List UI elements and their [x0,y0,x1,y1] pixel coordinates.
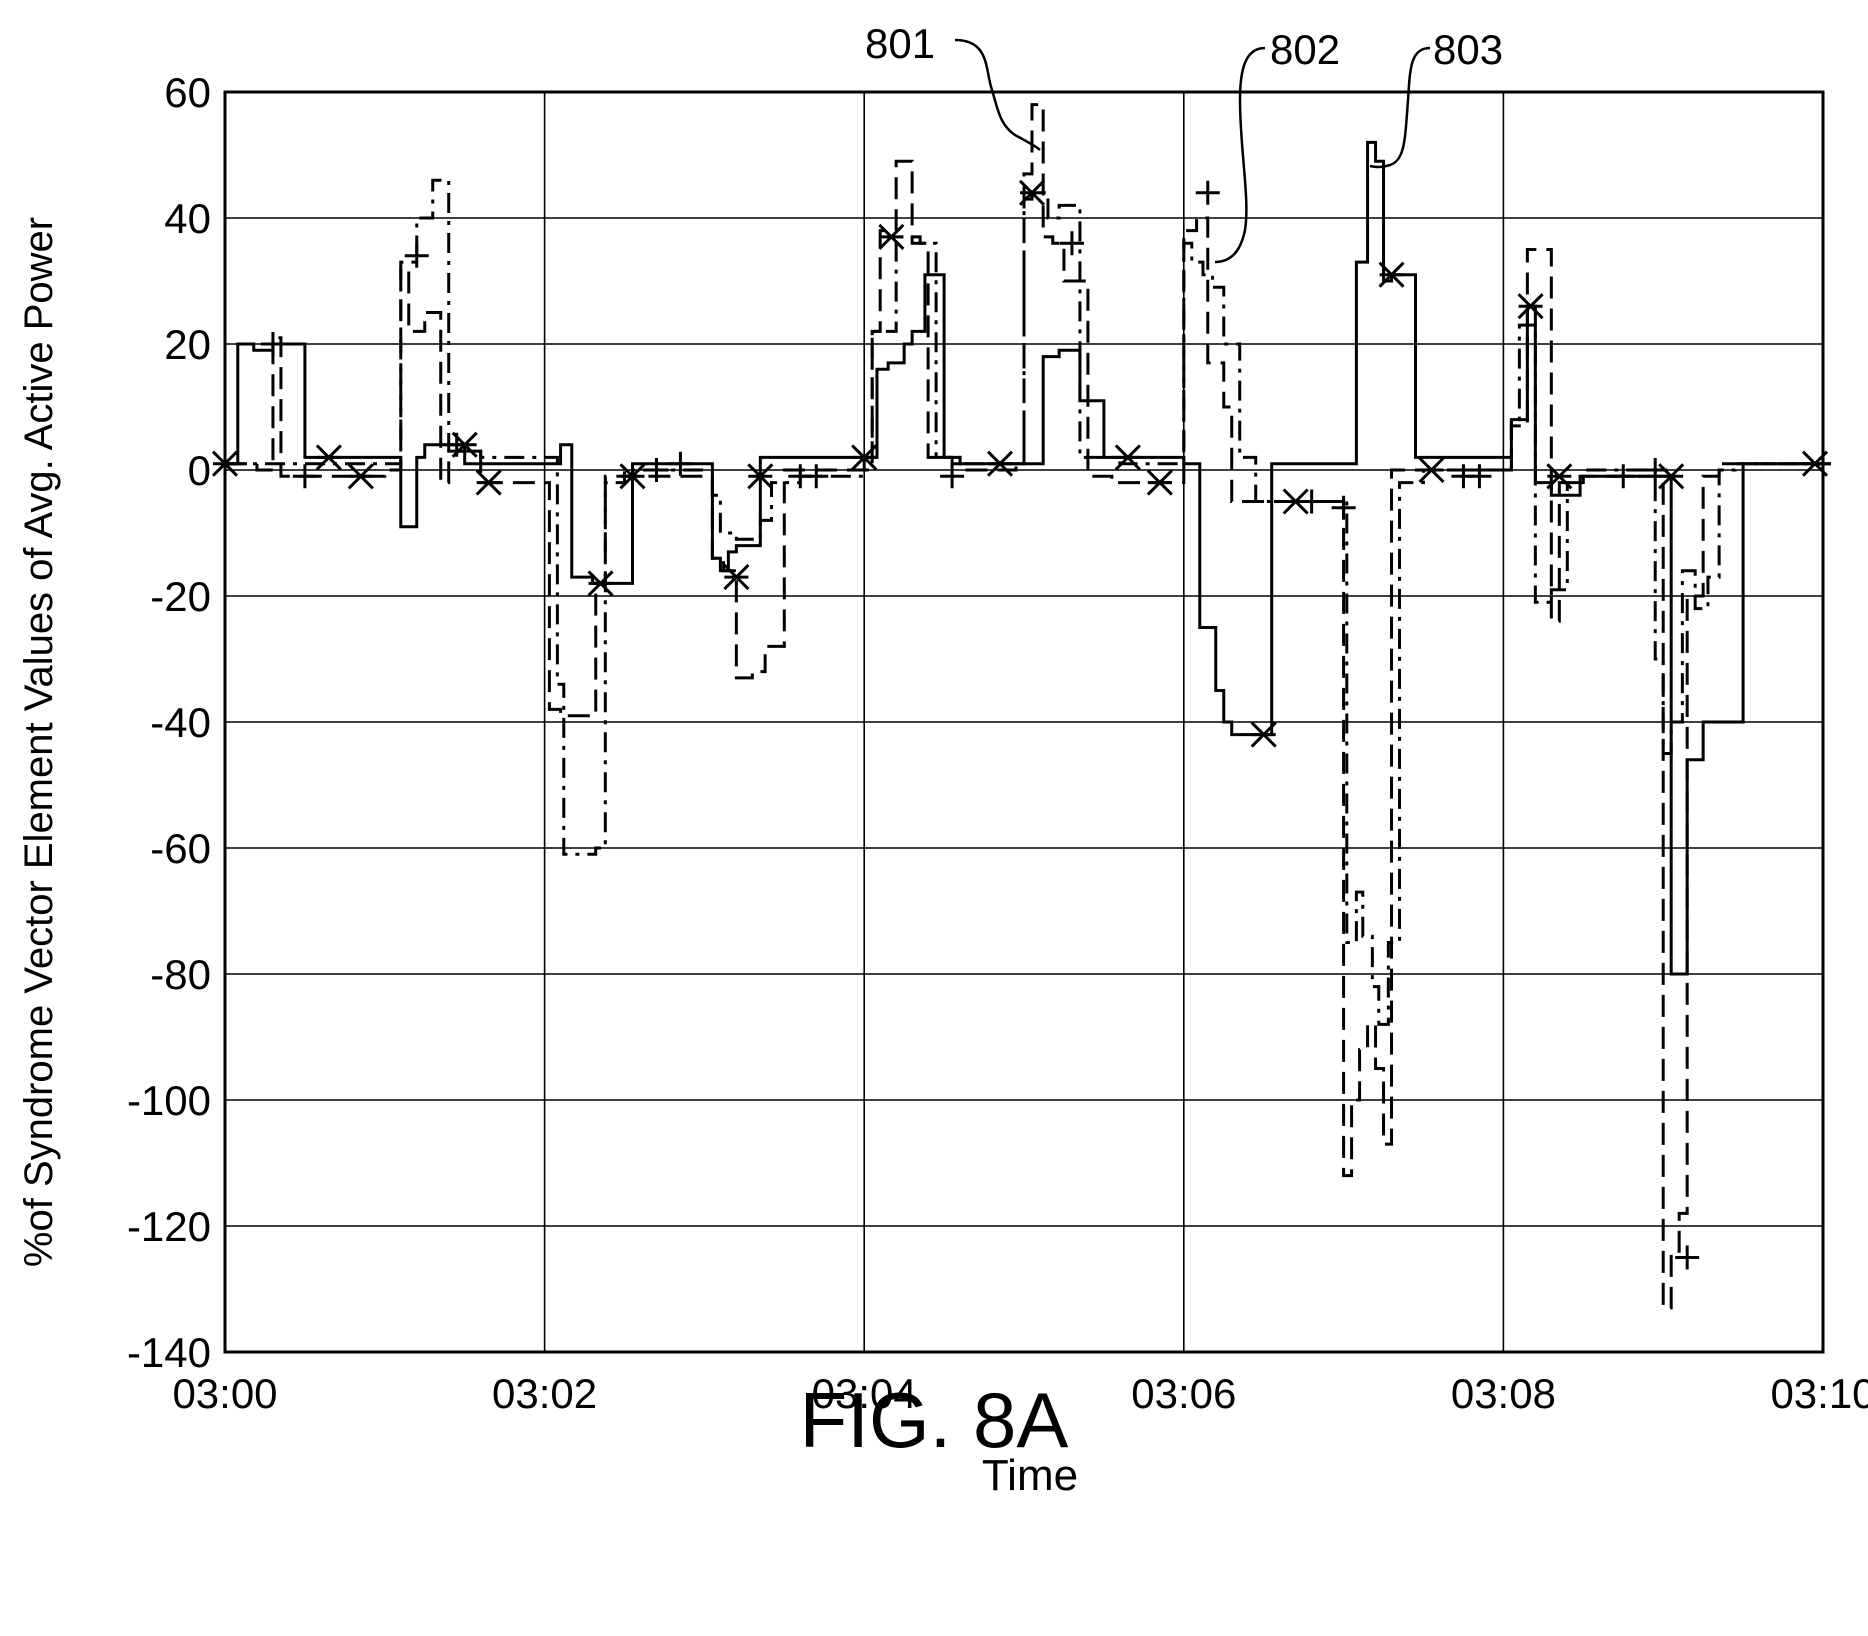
y-tick-label: -20 [150,573,211,620]
plus-marker [292,464,317,489]
y-tick-label: 60 [164,69,211,116]
callout-802-leader [1214,46,1266,264]
plus-marker [1331,495,1356,520]
plus-marker [1299,489,1324,514]
asterisk-marker [1658,463,1685,490]
y-tick-label: -60 [150,825,211,872]
plus-marker [1611,464,1636,489]
plus-marker [644,458,669,482]
series-line-dashed [225,103,1831,1310]
plus-marker [668,451,693,476]
asterisk-marker [1018,179,1046,206]
asterisk-marker [878,223,905,250]
callout-803-label: 803 [1433,26,1503,73]
y-tick-label: 20 [164,321,211,368]
plus-marker [1195,180,1220,205]
y-tick-label: -40 [150,699,211,746]
x-tick-labels: 03:00 03:02 03:04 03:06 03:08 03:10 [172,1370,1868,1417]
marker-points [211,179,1829,1270]
asterisk-marker [619,463,646,490]
asterisk-marker [986,450,1014,477]
asterisk-marker [1114,444,1141,471]
plus-marker [1467,464,1492,489]
x-tick-label: 03:08 [1451,1370,1556,1417]
asterisk-marker [1546,463,1573,490]
callout-801-label: 801 [865,20,935,67]
plot-frame [223,90,1825,1354]
asterisk-marker [723,564,750,591]
plus-marker [804,464,829,489]
y-tick-label: 0 [188,447,211,494]
figure-caption: FIG. 8A [799,1376,1069,1464]
asterisk-marker [347,463,374,490]
asterisk-marker [851,444,878,471]
plus-marker [1059,231,1084,256]
y-tick-label: -100 [127,1077,211,1124]
asterisk-marker [1378,261,1405,288]
x-tick-label: 03:00 [172,1370,277,1417]
asterisk-marker [1146,469,1173,496]
asterisk-marker [1250,721,1277,748]
callouts: 801 802 803 [865,20,1503,264]
y-tick-labels: 60 40 20 0 -20 -40 -60 -80 -100 -120 -140 [127,69,211,1376]
plus-marker [1675,1245,1700,1270]
asterisk-marker [747,463,774,490]
y-tick-label: -140 [127,1329,211,1376]
plus-marker [940,464,965,489]
y-tick-label: -120 [127,1203,211,1250]
asterisk-marker [475,469,502,496]
asterisk-marker [587,570,614,597]
series-lines [225,103,1831,1310]
x-tick-label: 03:04 [812,1370,917,1417]
y-axis-label: %of Syndrome Vector Element Values of Av… [17,217,61,1267]
plus-marker [1643,458,1668,482]
x-tick-label: 03:02 [492,1370,597,1417]
x-tick-label: 03:06 [1131,1370,1236,1417]
callout-801-leader [954,38,1041,151]
y-tick-label: -80 [150,951,211,998]
plus-marker [444,432,469,457]
y-tick-label: 40 [164,195,211,242]
asterisk-marker [1517,293,1544,320]
x-axis-label: Time [982,1451,1078,1500]
series-line-dashdot [225,178,1831,1026]
plus-marker [260,332,285,356]
callout-803-leader [1369,46,1431,169]
asterisk-marker [1418,456,1445,484]
asterisk-marker [315,444,342,471]
plus-marker [404,243,429,268]
x-tick-label: 03:10 [1770,1370,1868,1417]
callout-802-label: 802 [1270,26,1340,73]
